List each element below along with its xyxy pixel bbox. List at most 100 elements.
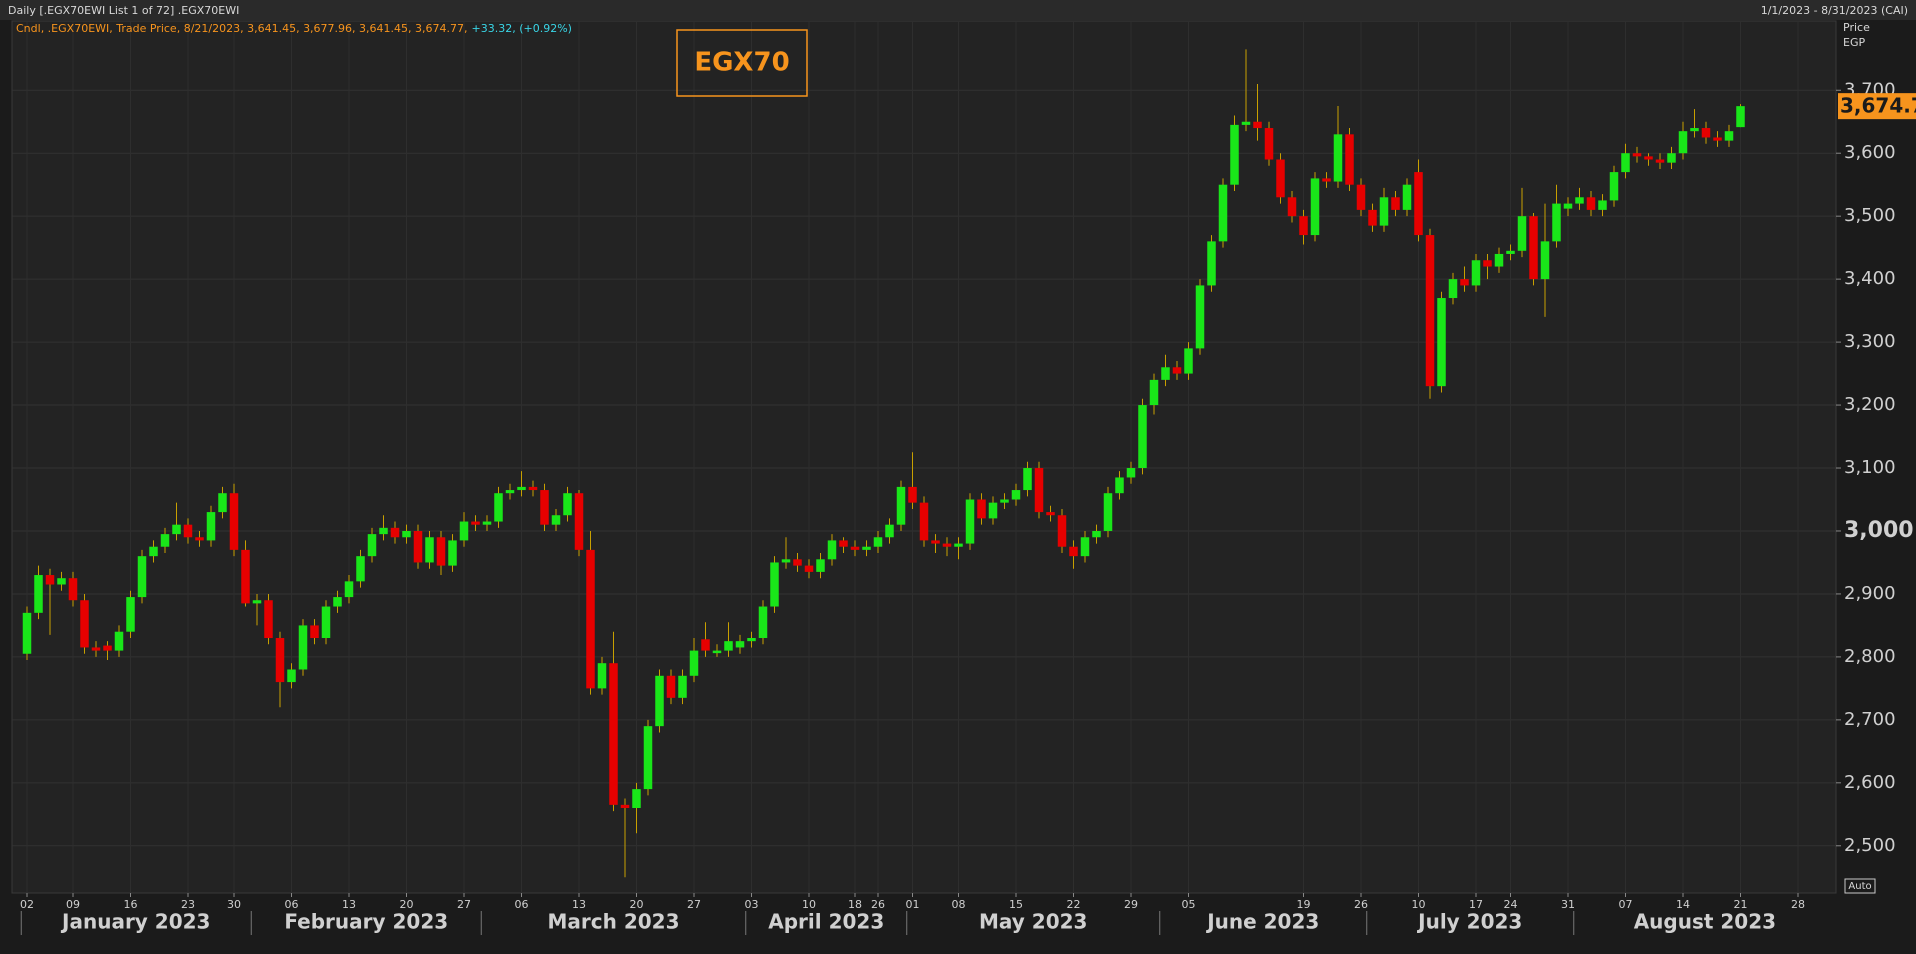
- candle-body: [1690, 128, 1699, 132]
- candle-body: [1126, 468, 1136, 478]
- candle-body: [781, 559, 791, 563]
- candle-body: [1713, 137, 1722, 141]
- candle-body: [390, 527, 400, 538]
- x-tick-label: 06: [515, 898, 529, 911]
- candle-body: [885, 524, 894, 538]
- candle-body: [333, 597, 342, 607]
- candle-body: [988, 502, 998, 519]
- x-tick-label: 16: [124, 898, 138, 911]
- candle-body: [1092, 530, 1101, 538]
- candle-body: [1724, 131, 1734, 141]
- candle-body: [183, 524, 193, 538]
- candle-body: [1471, 260, 1481, 286]
- candle-body: [1218, 184, 1228, 242]
- candle-body: [1368, 209, 1377, 226]
- x-tick-label: 19: [1297, 898, 1311, 911]
- candle-body: [1000, 499, 1009, 503]
- candle-body: [712, 650, 722, 654]
- candle-body: [839, 540, 848, 547]
- legend-text: Cndl, .EGX70EWI, Trade Price, 8/21/2023,…: [16, 22, 468, 35]
- candle-body: [80, 600, 89, 648]
- candle-body: [1678, 131, 1688, 154]
- x-tick-label: 18: [848, 898, 862, 911]
- candle-body: [344, 581, 354, 598]
- y-tick-label: 3,100: [1844, 457, 1896, 478]
- chart-title: EGX70: [694, 48, 789, 78]
- auto-button-label[interactable]: Auto: [1848, 881, 1871, 892]
- candle-body: [1701, 128, 1711, 138]
- candle-body: [574, 493, 584, 550]
- x-tick-label: 31: [1561, 898, 1575, 911]
- candle-body: [1552, 203, 1561, 242]
- y-tick-label: 2,900: [1844, 583, 1896, 604]
- candle-body: [620, 804, 630, 809]
- candle-body: [1460, 279, 1469, 286]
- candle-body: [1264, 128, 1274, 160]
- last-price-label: 3,674.77: [1840, 94, 1916, 118]
- candle-body: [1483, 260, 1492, 267]
- candle-body: [22, 612, 32, 654]
- legend: Cndl, .EGX70EWI, Trade Price, 8/21/2023,…: [16, 22, 572, 35]
- header-bar: [0, 0, 1916, 20]
- candle-body: [1437, 298, 1446, 387]
- candle-body: [896, 486, 906, 525]
- auto-button[interactable]: [1844, 878, 1876, 894]
- candle-body: [1207, 241, 1216, 286]
- candle-body: [954, 543, 963, 547]
- candle-body: [1540, 241, 1550, 280]
- candle-body: [1333, 134, 1343, 182]
- candle-body: [908, 486, 917, 503]
- x-tick-label: 13: [342, 898, 356, 911]
- candle-body: [505, 490, 515, 494]
- candle-body: [379, 527, 388, 535]
- candle-body: [172, 524, 181, 535]
- month-label: July 2023: [1416, 910, 1522, 934]
- candle-body: [517, 486, 526, 491]
- x-tick-label: 14: [1676, 898, 1690, 911]
- month-label: April 2023: [768, 910, 884, 934]
- candle-body: [103, 645, 112, 651]
- candle-body: [459, 521, 469, 541]
- candle-body: [666, 675, 676, 698]
- candle-body: [229, 493, 239, 550]
- candle-body: [1276, 159, 1285, 198]
- candle-body: [850, 546, 860, 550]
- candle-body: [1287, 197, 1297, 217]
- month-label: May 2023: [979, 910, 1087, 934]
- candle-body: [494, 493, 503, 522]
- candle-body: [356, 556, 365, 582]
- candle-body: [160, 534, 170, 547]
- candle-body: [942, 543, 952, 547]
- x-tick-label: 05: [1182, 898, 1196, 911]
- candle-body: [977, 499, 986, 519]
- candle-body: [1046, 512, 1055, 516]
- month-label: August 2023: [1634, 910, 1776, 934]
- x-tick-label: 20: [400, 898, 414, 911]
- x-tick-label: 01: [906, 898, 920, 911]
- x-tick-label: 27: [457, 898, 471, 911]
- candle-body: [1115, 477, 1124, 494]
- y-tick-label: 2,700: [1844, 709, 1896, 730]
- axis-unit: EGP: [1843, 36, 1865, 49]
- candle-body: [1138, 405, 1147, 469]
- candle-body: [735, 641, 745, 648]
- candle-body: [91, 647, 101, 651]
- candle-body: [1414, 172, 1423, 236]
- candle-body: [287, 669, 296, 683]
- month-label: January 2023: [60, 910, 210, 934]
- candle-body: [1184, 348, 1193, 374]
- candle-body: [471, 521, 480, 525]
- candle-body: [1425, 235, 1435, 387]
- candle-body: [34, 575, 43, 613]
- candle-body: [1253, 121, 1262, 129]
- x-tick-label: 22: [1067, 898, 1081, 911]
- candle-body: [701, 639, 710, 651]
- candle-body: [586, 549, 595, 689]
- y-tick-label: 3,400: [1844, 268, 1896, 289]
- candle-body: [126, 597, 135, 632]
- candle-body: [1448, 279, 1458, 299]
- candle-body: [1230, 124, 1239, 185]
- candle-body: [425, 537, 434, 563]
- x-tick-label: 07: [1619, 898, 1633, 911]
